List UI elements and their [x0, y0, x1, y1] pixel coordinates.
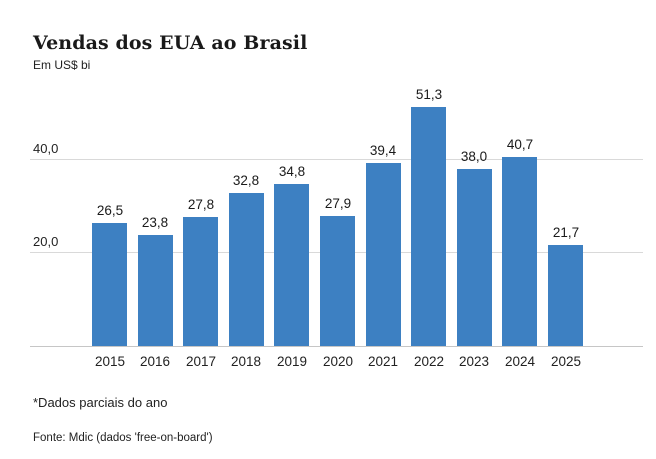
chart-source: Fonte: Mdic (dados 'free-on-board') — [33, 432, 213, 444]
x-axis-tick-label: 2018 — [230, 354, 262, 369]
bar-value-label: 26,5 — [96, 202, 124, 218]
x-axis-tick-label: 2017 — [185, 354, 217, 369]
bar-value-label: 27,9 — [324, 195, 352, 211]
x-axis-tick-label: 2025 — [550, 354, 582, 369]
x-axis-tick-label: 2015 — [94, 354, 126, 369]
y-axis-tick-label: 40,0 — [33, 141, 59, 156]
y-axis-tick-label: 20,0 — [33, 234, 59, 249]
bar-value-label: 21,7 — [552, 224, 580, 240]
x-axis-tick-label: 2021 — [367, 354, 399, 369]
bar-2025 — [548, 245, 583, 346]
x-axis-tick-label: 2022 — [413, 354, 445, 369]
bar-value-label: 39,4 — [369, 142, 397, 158]
bar-2024 — [502, 157, 537, 346]
bar-2019 — [274, 184, 309, 346]
bar-value-label: 34,8 — [278, 163, 306, 179]
bar-value-label: 51,3 — [415, 86, 443, 102]
bar-2017 — [183, 217, 218, 346]
bar-chart-plot-area: 20,0 40,0 26,5 2015 23,8 2016 27,8 2017 32,8 2018… — [30, 87, 643, 368]
gridline-40,0 — [30, 159, 643, 160]
chart-subtitle: Em US$ bi — [33, 58, 91, 72]
bar-2020 — [320, 216, 355, 346]
x-axis-tick-label: 2023 — [458, 354, 490, 369]
bar-2015 — [92, 223, 127, 346]
chart-title: Vendas dos EUA ao Brasil — [33, 32, 308, 54]
bar-2023 — [457, 169, 492, 346]
bar-2021 — [366, 163, 401, 346]
chart-footnote: *Dados parciais do ano — [33, 395, 168, 410]
bar-2016 — [138, 235, 173, 346]
bar-value-label: 38,0 — [460, 148, 488, 164]
bar-2018 — [229, 193, 264, 346]
x-axis-tick-label: 2024 — [504, 354, 536, 369]
bar-value-label: 32,8 — [232, 172, 260, 188]
bar-value-label: 27,8 — [187, 196, 215, 212]
bar-2022 — [411, 107, 446, 346]
bar-value-label: 23,8 — [141, 214, 169, 230]
x-axis-tick-label: 2016 — [139, 354, 171, 369]
x-axis-tick-label: 2019 — [276, 354, 308, 369]
bar-value-label: 40,7 — [506, 136, 534, 152]
x-axis-tick-label: 2020 — [322, 354, 354, 369]
